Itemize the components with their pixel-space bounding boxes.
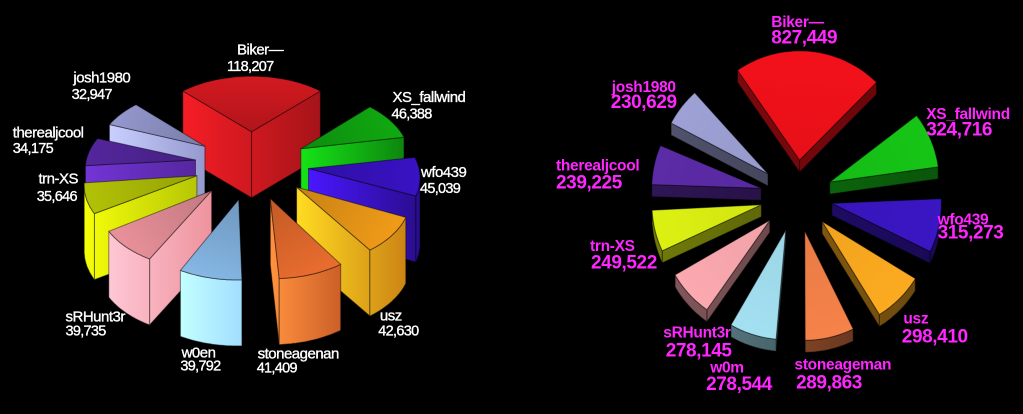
svg-text:34,175: 34,175 xyxy=(13,141,54,157)
svg-text:42,630: 42,630 xyxy=(378,324,419,340)
svg-text:278,544: 278,544 xyxy=(706,374,773,395)
svg-text:Biker—: Biker— xyxy=(771,14,824,31)
svg-text:289,863: 289,863 xyxy=(796,373,862,394)
svg-text:josh1980: josh1980 xyxy=(72,70,130,87)
svg-text:stoneageman: stoneageman xyxy=(795,357,892,374)
svg-text:249,522: 249,522 xyxy=(591,253,657,274)
svg-text:therealjcool: therealjcool xyxy=(13,124,84,141)
svg-text:trn-XS: trn-XS xyxy=(590,238,635,255)
svg-text:XS_fallwind: XS_fallwind xyxy=(393,89,466,106)
svg-text:230,629: 230,629 xyxy=(611,92,677,113)
svg-text:w0en: w0en xyxy=(181,345,216,362)
svg-text:239,225: 239,225 xyxy=(556,173,623,194)
svg-text:wfo439: wfo439 xyxy=(937,212,989,229)
svg-text:trn-XS: trn-XS xyxy=(39,170,79,187)
svg-text:Biker—: Biker— xyxy=(237,42,284,59)
svg-text:118,207: 118,207 xyxy=(227,59,274,75)
svg-text:46,388: 46,388 xyxy=(392,107,433,123)
svg-text:39,735: 39,735 xyxy=(66,324,107,340)
svg-text:XS_fallwind: XS_fallwind xyxy=(926,106,1010,123)
svg-text:josh1980: josh1980 xyxy=(611,79,676,96)
svg-text:wfo439: wfo439 xyxy=(420,164,467,181)
svg-text:41,409: 41,409 xyxy=(257,361,298,377)
svg-text:usz: usz xyxy=(380,308,402,325)
svg-text:35,646: 35,646 xyxy=(37,189,78,205)
svg-text:45,039: 45,039 xyxy=(420,181,461,197)
svg-text:w0m: w0m xyxy=(709,359,744,376)
svg-text:298,410: 298,410 xyxy=(902,327,968,348)
svg-text:32,947: 32,947 xyxy=(72,87,113,103)
svg-text:278,145: 278,145 xyxy=(666,341,733,362)
svg-text:827,449: 827,449 xyxy=(771,27,837,48)
svg-text:39,792: 39,792 xyxy=(180,359,221,375)
svg-text:stoneagenan: stoneagenan xyxy=(258,345,339,362)
svg-text:sRHunt3r: sRHunt3r xyxy=(66,308,126,325)
svg-text:therealjcool: therealjcool xyxy=(556,158,639,175)
svg-text:315,273: 315,273 xyxy=(938,222,1004,243)
svg-text:324,716: 324,716 xyxy=(926,119,992,140)
svg-text:usz: usz xyxy=(903,311,928,328)
svg-text:sRHunt3r: sRHunt3r xyxy=(663,324,731,341)
